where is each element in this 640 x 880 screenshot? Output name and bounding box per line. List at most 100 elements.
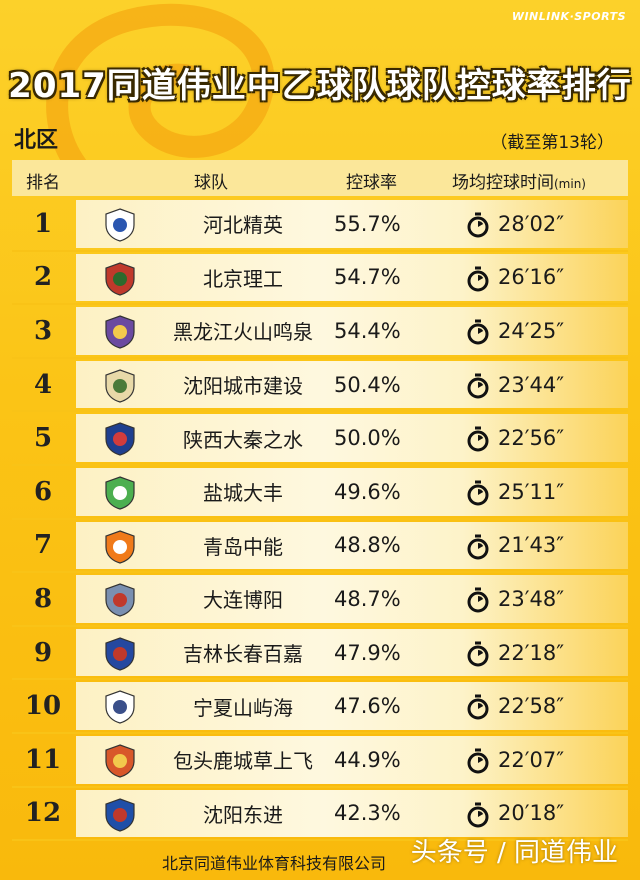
row-band (76, 735, 628, 784)
rank-number: 2 (33, 262, 53, 293)
table-row: 2 北京理工 54.7% 26′16″ (12, 252, 628, 306)
header-possession: 控球率 (346, 173, 397, 193)
row-band (76, 628, 628, 677)
header-time-unit: (min) (554, 177, 586, 191)
team-badge-icon (105, 422, 135, 456)
stopwatch-icon (467, 426, 489, 452)
row-band (76, 789, 628, 838)
avg-possession-time: 22′07″ (498, 747, 565, 772)
page-title: 2017同道伟业中乙球队球队控球率排行 (8, 66, 632, 106)
rank-number: 12 (24, 798, 62, 829)
table-row: 4 沈阳城市建设 50.4% 23′44″ (12, 359, 628, 413)
team-name: 青岛中能 (203, 534, 283, 559)
team-name: 宁夏山屿海 (193, 695, 293, 720)
avg-possession-time: 23′48″ (498, 586, 565, 611)
team-badge-icon (105, 529, 135, 564)
row-band (76, 307, 628, 355)
stopwatch-icon (467, 748, 489, 774)
rank-number: 10 (24, 691, 62, 722)
avg-possession-time: 20′18″ (498, 801, 565, 826)
table-row: 6 盐城大丰 49.6% 25′11″ (12, 466, 628, 520)
avg-possession-time: 22′58″ (498, 694, 565, 719)
table-row: 9 吉林长春百嘉 47.9% 22′18″ (12, 627, 628, 681)
possession-value: 44.9% (334, 747, 401, 772)
header-rank: 排名 (26, 173, 60, 193)
team-name: 河北精英 (203, 213, 283, 238)
watermark: 头条号 / 同道伟业 (410, 838, 618, 868)
team-name: 陕西大秦之水 (183, 427, 303, 452)
stopwatch-icon (467, 534, 489, 560)
stopwatch-icon (467, 480, 489, 506)
possession-value: 54.4% (334, 318, 401, 343)
region-label: 北区 (14, 128, 59, 153)
table-row: 12 沈阳东进 42.3% 20′18″ (12, 788, 628, 842)
avg-possession-time: 21′43″ (498, 533, 565, 558)
stopwatch-icon (467, 212, 489, 238)
possession-value: 55.7% (334, 211, 401, 236)
header-team: 球队 (194, 173, 228, 193)
possession-value: 47.6% (334, 694, 401, 719)
row-band (76, 200, 628, 248)
rank-number: 8 (33, 583, 53, 614)
stopwatch-icon (467, 266, 489, 292)
stopwatch-icon (467, 694, 489, 720)
rank-number: 1 (33, 208, 53, 239)
rank-number: 4 (33, 369, 53, 400)
avg-possession-time: 26′16″ (498, 265, 565, 290)
possession-value: 48.7% (334, 586, 401, 611)
stopwatch-icon (467, 319, 489, 345)
team-badge-icon (105, 261, 135, 296)
avg-possession-time: 28′02″ (498, 211, 565, 236)
stopwatch-icon (467, 641, 489, 667)
stopwatch-icon (467, 373, 489, 399)
row-band (76, 575, 628, 623)
possession-value: 50.0% (334, 426, 401, 451)
ranking-table: 1 河北精英 55.7% 28′02″ 2 北京理工 54.7% 26′16″ 3 黑龙江火山鸣泉… (12, 198, 628, 842)
row-band (76, 682, 628, 730)
footer-company: 北京同道伟业体育科技有限公司 (162, 854, 387, 873)
team-badge-icon (105, 690, 135, 724)
team-badge-icon (105, 208, 135, 242)
avg-possession-time: 22′56″ (498, 426, 565, 451)
rank-number: 11 (24, 744, 62, 775)
possession-value: 47.9% (334, 640, 401, 665)
rank-number: 6 (33, 476, 53, 507)
table-row: 3 黑龙江火山鸣泉 54.4% 24′25″ (12, 305, 628, 359)
team-badge-icon (105, 744, 135, 778)
possession-value: 48.8% (334, 533, 401, 558)
team-badge-icon (105, 476, 135, 510)
brand-logo-text: WINLINK·SPORTS (511, 10, 626, 23)
avg-possession-time: 22′18″ (498, 640, 565, 665)
team-name: 大连博阳 (203, 588, 283, 613)
rank-number: 7 (33, 530, 53, 561)
avg-possession-time: 25′11″ (498, 479, 565, 504)
team-name: 盐城大丰 (203, 481, 283, 506)
rank-number: 9 (33, 637, 53, 668)
table-row: 7 青岛中能 48.8% 21′43″ (12, 520, 628, 574)
row-band (76, 467, 628, 516)
team-badge-icon (105, 583, 135, 617)
table-row: 1 河北精英 55.7% 28′02″ (12, 198, 628, 252)
team-name: 沈阳东进 (203, 802, 283, 827)
team-badge-icon (105, 369, 135, 403)
avg-possession-time: 24′25″ (498, 318, 565, 343)
row-band (76, 521, 628, 570)
rank-number: 5 (33, 423, 53, 454)
team-badge-icon (105, 797, 135, 832)
table-header: 排名 球队 控球率 场均控球时间(min) (12, 160, 628, 196)
team-badge-icon (105, 637, 135, 671)
team-badge-icon (105, 315, 135, 349)
team-name: 北京理工 (203, 266, 283, 291)
header-time: 场均控球时间(min) (452, 168, 586, 193)
team-name: 包头鹿城草上飞 (173, 749, 313, 774)
rank-number: 3 (33, 315, 53, 346)
avg-possession-time: 23′44″ (498, 372, 565, 397)
possession-value: 42.3% (334, 801, 401, 826)
stopwatch-icon (467, 587, 489, 613)
stopwatch-icon (467, 802, 489, 828)
possession-value: 49.6% (334, 479, 401, 504)
row-band (76, 414, 628, 462)
header-time-label: 场均控球时间 (452, 173, 554, 193)
as-of-note: （截至第13轮） (490, 133, 614, 153)
table-row: 8 大连博阳 48.7% 23′48″ (12, 573, 628, 627)
